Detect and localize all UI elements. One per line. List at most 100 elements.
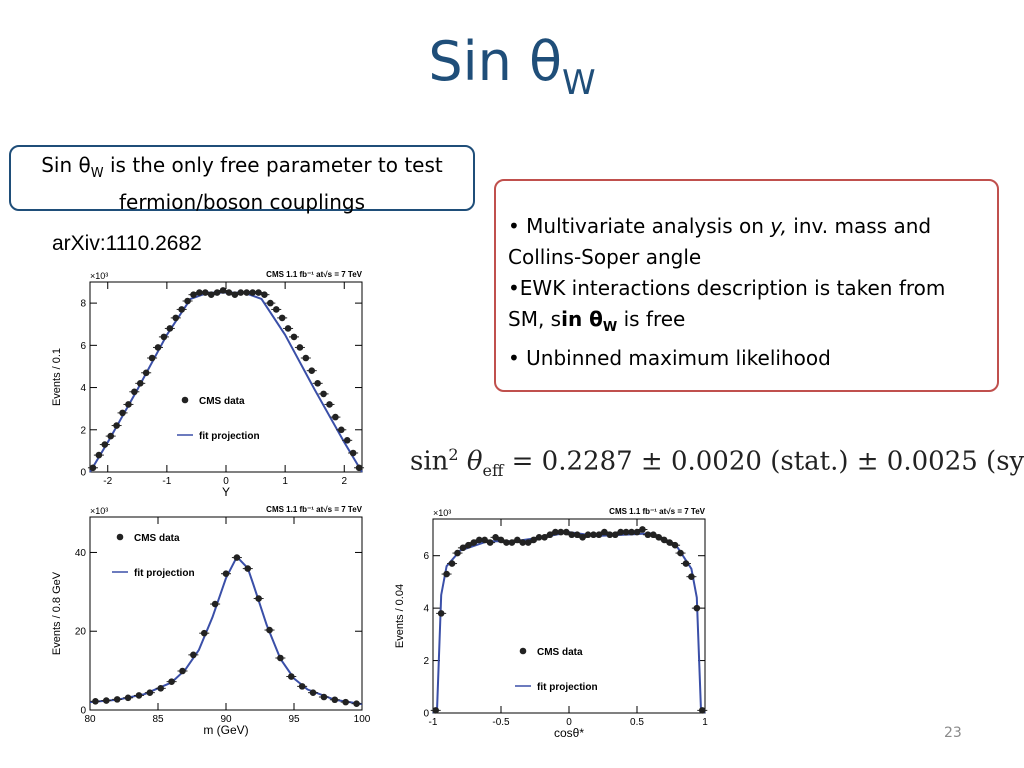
data-point [497,536,505,544]
data-point [584,531,592,539]
data-point [125,401,132,408]
legend-data-marker [181,396,189,404]
x-tick-label: 1 [282,476,288,487]
y-tick-label: 20 [75,627,87,638]
page-number: 23 [944,725,962,741]
data-point [166,325,174,332]
x-axis-label: cosθ* [554,726,584,740]
x-tick-label: -2 [103,476,112,487]
data-point [314,380,321,387]
y-axis-label: Events / 0.1 [51,348,63,406]
data-point [290,333,298,341]
callout-line1-subscript: W [90,166,104,181]
callout-box: Sin θW is the only free parameter to tes… [9,145,475,214]
data-point [320,390,327,398]
data-point [244,565,252,572]
slide-title-subscript: W [562,63,596,103]
callout-line1-suffix: is the only free parameter to test [103,153,443,177]
formula-theta: θ [458,446,483,477]
data-point [243,289,250,296]
costheta-distribution-chart: -1 -0.5 0 0.5 1 0 2 4 6 ×10³ CMS 1.1 fb⁻¹ at√s = 7… [394,507,708,740]
data-point [287,673,295,680]
data-point [633,528,641,536]
data-point [530,536,537,544]
data-point [622,528,630,536]
data-point [475,536,483,544]
data-point [196,289,203,296]
data-point [302,354,310,362]
data-point [278,314,286,322]
data-point [514,536,521,544]
axis-multiplier: ×10³ [433,508,451,518]
data-point [338,426,345,434]
data-point [92,698,99,705]
slide-title: Sin θW [0,30,1024,103]
formula-value: = 0.2287 ± 0.0020 (stat.) ± 0.0025 (syst… [503,446,1024,477]
data-point [568,531,576,539]
formula-power: 2 [448,445,459,464]
data-point [296,344,304,351]
formula-sin: sin [410,446,449,477]
x-tick-label: -1 [162,476,171,487]
y-tick-label: 6 [423,551,429,562]
data-point [154,344,162,351]
data-point [660,536,668,544]
x-tick-label: 90 [220,714,232,725]
legend-data-label: CMS data [537,647,583,658]
data-point [160,333,168,341]
y-axis-label: Events / 0.04 [394,584,406,648]
y-tick-label: 4 [423,604,429,615]
fit-projection-line [89,291,363,473]
data-point [454,549,461,557]
data-point [492,534,499,541]
data-point [546,531,554,539]
bullet-box: • Multivariate analysis on y, inv. mass … [494,179,999,392]
data-point [124,694,132,702]
x-tick-label: 2 [341,476,347,487]
bullet1-prefix: • Multivariate analysis on [508,214,771,238]
y-tick-label: 2 [423,656,429,667]
bullet2-subscript: W [602,320,618,335]
data-point [611,531,619,539]
data-point [89,464,97,472]
data-point [443,570,450,578]
data-point [249,289,256,296]
data-point [113,422,120,429]
bullet-ewk: •EWK interactions description is taken f… [508,273,985,343]
data-point [590,531,597,539]
data-point [331,696,339,704]
data-point [470,539,478,546]
data-point [465,541,472,549]
callout-line2: fermion/boson couplings [118,190,366,214]
legend-data-marker [519,647,527,655]
data-point [628,528,635,536]
data-point [666,539,673,546]
x-tick-label: 95 [288,714,300,725]
data-point [655,534,663,541]
formula-subscript: eff [482,460,504,480]
data-point [698,707,706,714]
data-point [179,667,186,675]
bullet1-suffix: inv. mass and Collins-Soper angle [508,214,932,269]
sin2theta-result-formula: sin2 θeff = 0.2287 ± 0.0020 (stat.) ± 0.… [410,445,1024,480]
data-point [332,413,339,421]
data-point [211,600,219,608]
data-point [148,354,156,362]
data-point [277,654,284,662]
y-tick-label: 0 [80,706,86,717]
data-point [343,437,351,444]
slide-title-text: Sin θ [428,30,563,93]
data-point [562,528,570,536]
bullet-unbinned: • Unbinned maximum likelihood [508,346,831,370]
data-point [595,531,603,539]
data-point [677,549,684,557]
axis-multiplier: ×10³ [90,506,108,516]
data-point [308,367,316,374]
chart-header: CMS 1.1 fb⁻¹ at√s = 7 TeV [266,505,362,514]
arxiv-reference: arXiv:1110.2682 [52,232,202,255]
data-point [298,683,306,690]
data-point [135,692,143,699]
x-tick-label: 85 [152,714,164,725]
data-point [524,539,532,546]
